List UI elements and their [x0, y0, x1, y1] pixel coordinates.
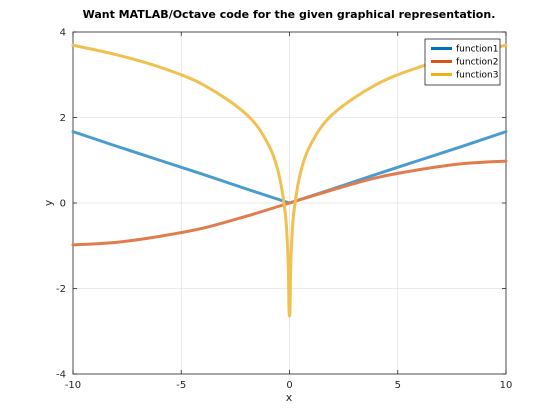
y-tick-label: 0	[60, 199, 66, 210]
axis-ticks: -10 -5 0 5 10 -4 -2 0 2 4	[56, 28, 512, 392]
chart-title: Want MATLAB/Octave code for the given gr…	[83, 8, 496, 21]
x-axis-label: x	[286, 391, 293, 404]
legend: function1 function2 function3	[424, 38, 501, 86]
legend-label-function1: function1	[456, 45, 499, 55]
y-tick-label: 2	[60, 113, 66, 124]
x-tick-label: -10	[65, 380, 81, 391]
x-tick-label: -5	[176, 380, 186, 391]
x-tick-label: 5	[395, 380, 401, 391]
y-tick-label: -2	[56, 284, 66, 295]
legend-label-function3: function3	[456, 71, 499, 81]
y-tick-label: 4	[60, 28, 66, 39]
series-group	[71, 43, 508, 318]
x-tick-label: 0	[286, 380, 292, 391]
x-tick-label: 10	[500, 380, 513, 391]
y-tick-label: -4	[56, 370, 66, 381]
series-line-function2	[71, 159, 508, 247]
legend-label-function2: function2	[456, 58, 499, 68]
y-axis-label: y	[42, 199, 55, 206]
series-line-function3	[71, 43, 508, 318]
